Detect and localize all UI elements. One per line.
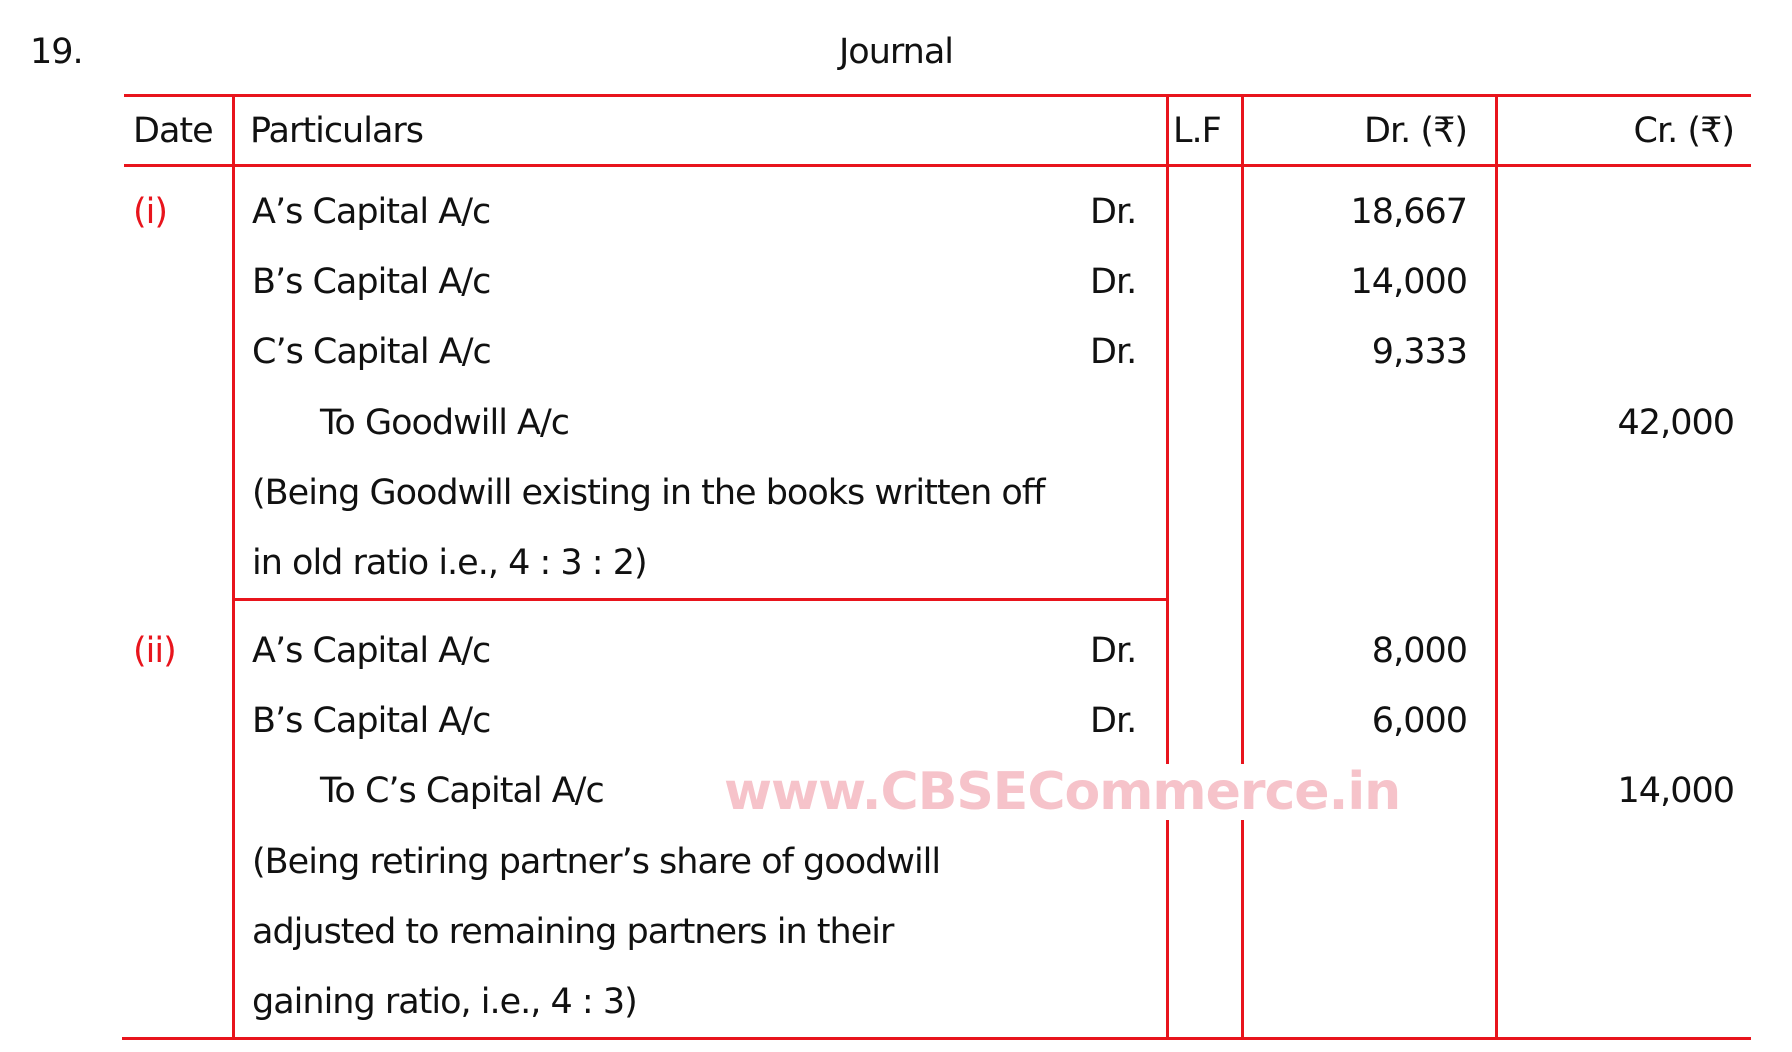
credit-amount: 14,000 [1617,771,1735,811]
header-cr: Cr. (₹) [1633,111,1735,151]
question-number: 19. [30,32,84,72]
debit-amount: 8,000 [1371,631,1468,671]
account-name: To C’s Capital A/c [320,771,605,811]
dr-column-rule [1495,95,1498,1039]
debit-amount: 18,667 [1350,192,1468,232]
header-lf: L.F [1173,111,1222,151]
header-bottom-rule [124,164,1751,167]
debit-amount: 9,333 [1371,332,1468,372]
debit-amount: 6,000 [1371,701,1468,741]
watermark: www.CBSECommerce.in [718,764,1407,820]
particulars-column-rule [1166,95,1169,1039]
narration-line: adjusted to remaining partners in their [252,912,894,952]
narration-line: (Being retiring partner’s share of goodw… [252,842,941,882]
credit-amount: 42,000 [1617,403,1735,443]
account-name: C’s Capital A/c [252,332,492,372]
table-top-rule [124,94,1751,97]
header-date: Date [133,111,214,151]
account-name: To Goodwill A/c [320,403,570,443]
account-name: B’s Capital A/c [252,262,491,302]
header-particulars: Particulars [250,111,424,151]
debit-amount: 14,000 [1350,262,1468,302]
debit-marker: Dr. [1090,192,1137,232]
header-dr: Dr. (₹) [1364,111,1468,151]
debit-marker: Dr. [1090,631,1137,671]
debit-marker: Dr. [1090,262,1137,302]
lf-column-rule [1241,95,1244,1039]
entry-date: (ii) [133,631,177,671]
account-name: B’s Capital A/c [252,701,491,741]
narration-line: in old ratio i.e., 4 : 3 : 2) [252,543,648,583]
account-name: A’s Capital A/c [252,631,491,671]
debit-marker: Dr. [1090,701,1137,741]
narration-line: gaining ratio, i.e., 4 : 3) [252,982,638,1022]
table-bottom-rule [122,1037,1751,1040]
page-title: Journal [838,32,954,72]
narration-line: (Being Goodwill existing in the books wr… [252,473,1045,513]
entry-separator-rule [234,598,1168,601]
account-name: A’s Capital A/c [252,192,491,232]
entry-date: (i) [133,192,168,232]
date-column-rule [232,95,235,1039]
debit-marker: Dr. [1090,332,1137,372]
